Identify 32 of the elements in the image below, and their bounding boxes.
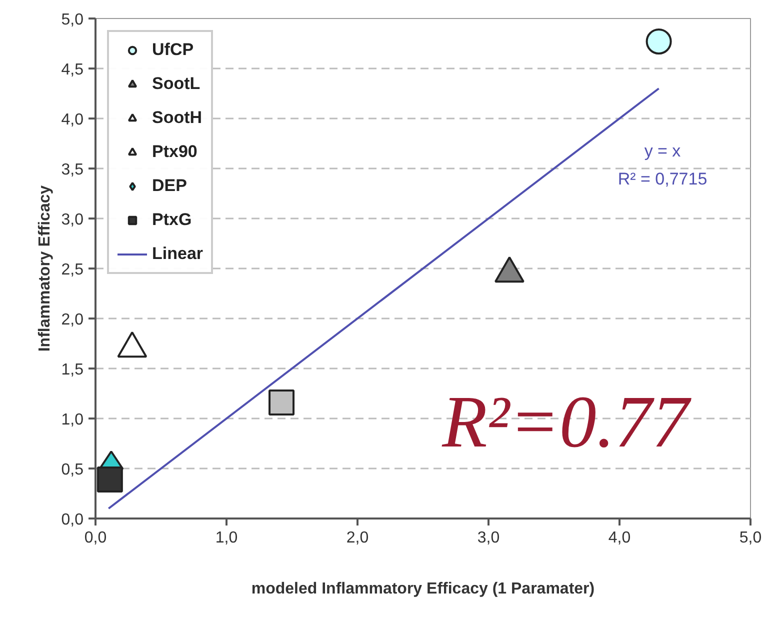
annotation: y = x xyxy=(644,142,682,160)
x-tick-label: 0,0 xyxy=(84,530,107,546)
point xyxy=(96,466,123,492)
legend-label: Linear xyxy=(152,244,204,264)
annotation: R² = 0,7715 xyxy=(618,170,708,188)
x-tick-label: 5,0 xyxy=(739,530,762,546)
x-tick-label: 2,0 xyxy=(346,530,369,546)
legend-label: PtxG xyxy=(152,210,192,230)
point xyxy=(646,28,672,54)
y-tick-label: 5,0 xyxy=(61,12,84,28)
legend-label: Ptx90 xyxy=(152,142,198,162)
y-tick-label: 2,5 xyxy=(61,262,84,278)
legend-label: SootL xyxy=(152,74,200,94)
point xyxy=(268,390,295,416)
y-tick-label: 4,0 xyxy=(61,112,84,128)
y-tick-label: 2,0 xyxy=(61,312,84,328)
y-tick-label: 1,5 xyxy=(61,362,84,378)
legend-label: UfCP xyxy=(152,40,194,60)
annotation: R²=0.77 xyxy=(441,382,692,464)
legend-label: DEP xyxy=(152,176,187,196)
y-tick-label: 4,5 xyxy=(61,62,84,78)
y-tick-label: 0,5 xyxy=(61,462,84,478)
x-tick-label: 4,0 xyxy=(608,530,631,546)
legend-label: SootH xyxy=(152,108,202,128)
y-axis-title: Inflammatory Efficacy xyxy=(36,185,54,352)
y-tick-label: 3,5 xyxy=(61,162,84,178)
x-tick-label: 3,0 xyxy=(477,530,500,546)
x-axis-title: modeled Inflammatory Efficacy (1 Paramater) xyxy=(251,580,595,598)
y-tick-label: 3,0 xyxy=(61,212,84,228)
y-tick-label: 0,0 xyxy=(61,512,84,528)
y-tick-label: 1,0 xyxy=(61,412,84,428)
x-tick-label: 1,0 xyxy=(215,530,238,546)
